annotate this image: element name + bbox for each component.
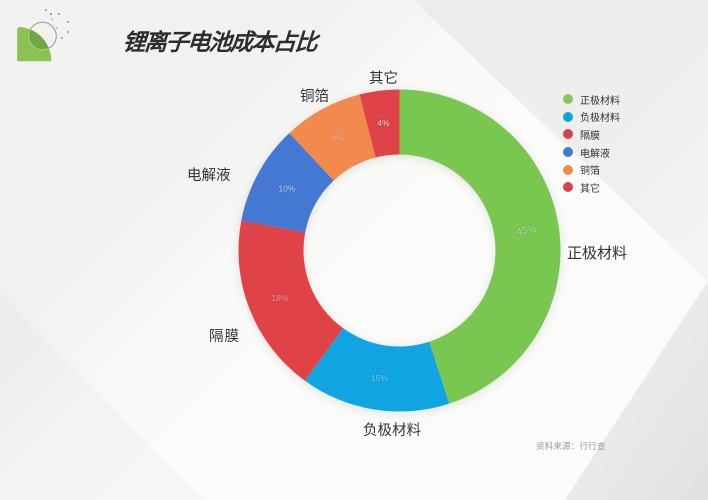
- svg-text:18%: 18%: [271, 293, 288, 303]
- svg-text:15%: 15%: [371, 373, 388, 383]
- svg-text:10%: 10%: [278, 183, 295, 193]
- svg-text:4%: 4%: [377, 118, 390, 128]
- svg-text:8%: 8%: [331, 133, 344, 143]
- svg-text:45%: 45%: [516, 224, 538, 239]
